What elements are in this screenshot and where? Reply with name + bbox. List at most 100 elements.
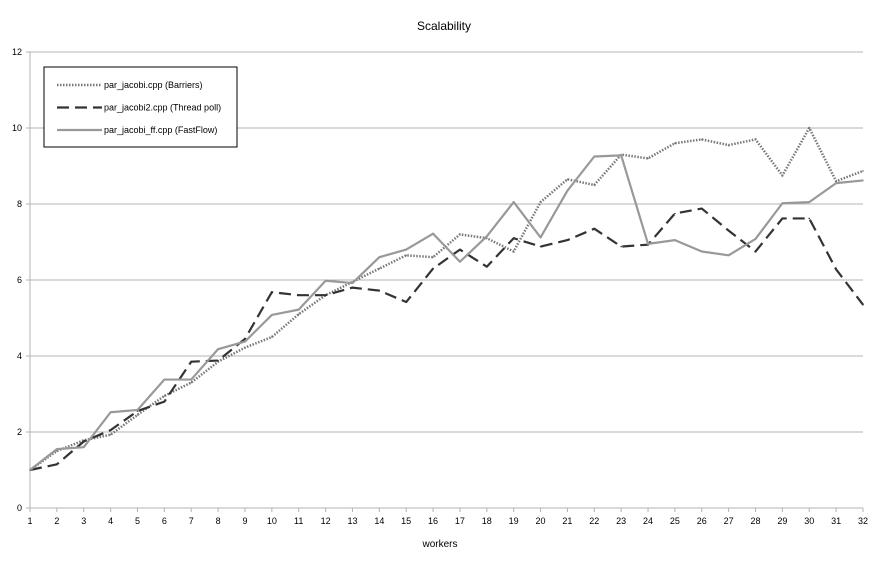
data-point	[109, 411, 112, 414]
x-axis-label: workers	[421, 539, 457, 550]
x-tick-label: 2	[54, 516, 59, 526]
x-tick-label: 13	[347, 516, 357, 526]
data-point	[593, 227, 596, 230]
y-tick-label: 12	[12, 47, 22, 57]
x-tick-label: 25	[670, 516, 680, 526]
x-tick-label: 23	[616, 516, 626, 526]
x-tick-label: 21	[562, 516, 572, 526]
data-point	[862, 303, 864, 306]
x-tick-label: 31	[831, 516, 841, 526]
x-tick-label: 9	[242, 516, 247, 526]
legend-label: par_jacobi_ff.cpp (FastFlow)	[104, 125, 217, 135]
data-point	[566, 189, 569, 192]
x-tick-label: 16	[428, 516, 438, 526]
x-tick-label: 1	[27, 516, 32, 526]
x-tick-label: 5	[135, 516, 140, 526]
data-point	[271, 336, 273, 338]
y-tick-labels: 0 2 4 6 8 10 12	[12, 47, 22, 513]
data-point	[297, 313, 300, 316]
y-tick-label: 0	[17, 503, 22, 513]
x-tick-label: 18	[482, 516, 492, 526]
x-tick-label: 32	[858, 516, 868, 526]
data-point	[674, 239, 676, 241]
data-point	[754, 138, 757, 141]
data-point	[593, 184, 596, 186]
data-point	[136, 409, 139, 411]
data-point	[512, 201, 515, 203]
data-point	[835, 182, 837, 184]
x-tick-label: 17	[455, 516, 465, 526]
data-point	[754, 238, 757, 240]
series-line	[29, 207, 864, 472]
x-tick-label: 20	[536, 516, 546, 526]
data-point	[217, 359, 219, 362]
y-tick-label: 2	[17, 427, 22, 437]
data-point	[190, 378, 193, 381]
data-point	[190, 360, 193, 363]
data-point	[620, 154, 622, 157]
axes	[26, 51, 864, 512]
data-point	[700, 250, 703, 253]
data-point	[486, 265, 488, 268]
data-point	[700, 207, 703, 210]
y-tick-label: 4	[17, 351, 22, 361]
data-point	[324, 279, 327, 282]
data-point	[808, 127, 811, 129]
x-tick-label: 8	[216, 516, 221, 526]
x-tick-label: 12	[321, 516, 331, 526]
x-tick-label: 22	[589, 516, 599, 526]
series-2	[29, 207, 864, 472]
data-point	[378, 267, 381, 270]
legend-label: par_jacobi.cpp (Barriers)	[104, 80, 203, 90]
legend: par_jacobi.cpp (Barriers) par_jacobi2.cpp…	[43, 66, 238, 148]
x-tick-label: 26	[697, 516, 707, 526]
data-point	[405, 248, 407, 251]
data-point	[512, 250, 515, 253]
data-point	[647, 157, 649, 160]
data-point	[781, 174, 784, 177]
x-tick-labels: 1 2 3 4 5 6 7 8 9 10 11 12 13 14 15 16 17 18 19 20 21 22 23 24 2…	[27, 516, 868, 526]
data-point	[835, 268, 837, 271]
data-point	[351, 282, 354, 284]
data-point	[109, 433, 112, 436]
data-point	[378, 256, 381, 259]
data-point	[432, 267, 434, 270]
series-1	[29, 126, 864, 472]
data-point	[351, 286, 354, 289]
series-line	[29, 154, 864, 471]
data-point	[82, 446, 85, 449]
data-point	[754, 250, 757, 253]
data-point	[56, 448, 58, 450]
data-point	[82, 440, 85, 443]
y-tick-label: 8	[17, 199, 22, 209]
data-point	[109, 429, 112, 431]
x-tick-label: 14	[374, 516, 384, 526]
data-point	[620, 245, 622, 248]
data-point	[271, 291, 273, 293]
data-point	[378, 289, 381, 292]
data-point	[244, 346, 246, 349]
data-point	[539, 236, 542, 239]
x-tick-label: 28	[751, 516, 761, 526]
data-point	[539, 201, 542, 203]
data-point	[432, 232, 434, 235]
data-point	[217, 348, 219, 350]
data-point	[244, 340, 246, 343]
x-tick-label: 11	[294, 516, 303, 526]
x-tick-label: 27	[724, 516, 734, 526]
data-point	[727, 144, 730, 146]
data-point	[163, 395, 166, 397]
data-point	[163, 400, 166, 403]
data-point	[244, 338, 246, 340]
data-point	[163, 378, 166, 381]
data-point	[29, 469, 31, 471]
data-point	[781, 217, 784, 220]
x-tick-label: 3	[81, 516, 86, 526]
data-point	[808, 217, 811, 220]
data-point	[271, 314, 273, 316]
x-tick-label: 6	[162, 516, 167, 526]
data-point	[512, 237, 515, 239]
data-point	[432, 256, 434, 259]
data-point	[405, 254, 407, 257]
x-tick-label: 24	[643, 516, 653, 526]
